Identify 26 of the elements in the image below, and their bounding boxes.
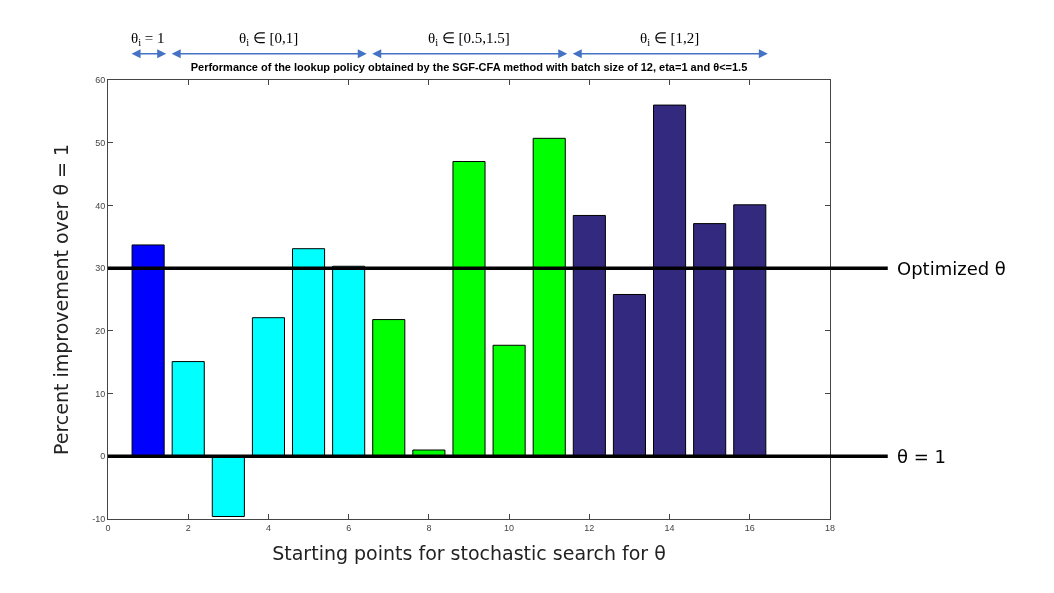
text: θ$_{i}$ ∈ [0.5,1.5] (428, 30, 510, 49)
x-tick-label: 8 (426, 522, 432, 533)
x-tick-label: 10 (504, 522, 515, 533)
y-axis-title: Percent improvement over θ = 1 (50, 143, 73, 456)
y-tick-label: 0 (100, 451, 106, 462)
text: θ$_{i}$ ∈ [1,2] (640, 30, 700, 49)
x-tick-label: 2 (185, 522, 191, 533)
x-tick-label: 16 (744, 522, 755, 533)
y-tick-label: 20 (95, 326, 106, 337)
x-tick-label: 4 (265, 522, 271, 533)
text: θ$_{i}$ = 1 (131, 30, 165, 49)
y-tick-label: -10 (92, 514, 106, 525)
x-tick-label: 6 (346, 522, 352, 533)
text: θ = 1 (897, 446, 946, 467)
y-tick-label: 30 (95, 263, 106, 274)
x-tick-label: 12 (584, 522, 595, 533)
y-tick-label: 60 (95, 75, 106, 86)
y-tick-label: 40 (95, 200, 106, 211)
x-tick-label: 14 (664, 522, 675, 533)
text: θ$_{i}$ ∈ [0,1] (239, 30, 299, 49)
x-axis-title: Starting points for stochastic search for θ (272, 541, 666, 564)
y-tick-label: 10 (95, 388, 106, 399)
chart-title: Performance of the lookup policy obtained by the SGF-CFA method with batch size of 12, eta=1 and θ<=1.5 (190, 60, 748, 73)
y-tick-label: 50 (95, 137, 106, 148)
x-tick-label: 18 (824, 522, 836, 533)
ref-line-label: Optimized θ (897, 258, 1006, 279)
